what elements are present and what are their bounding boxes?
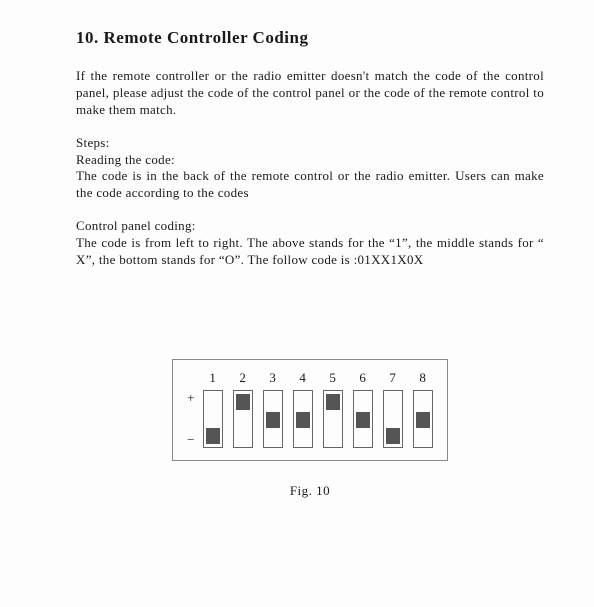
dip-switch: 1 bbox=[203, 370, 223, 448]
dip-switch: 6 bbox=[353, 370, 373, 448]
section-heading: 10. Remote Controller Coding bbox=[76, 28, 544, 48]
steps-label: Steps: bbox=[76, 135, 544, 152]
switch-number: 4 bbox=[299, 370, 306, 386]
switch-number: 6 bbox=[359, 370, 366, 386]
switch-number: 2 bbox=[239, 370, 246, 386]
dip-switch: 4 bbox=[293, 370, 313, 448]
control-panel-text: The code is from left to right. The abov… bbox=[76, 235, 544, 269]
switch-knob bbox=[266, 412, 280, 428]
steps-block: Steps: Reading the code: The code is in … bbox=[76, 135, 544, 203]
switch-slot bbox=[413, 390, 433, 448]
switch-number: 8 bbox=[419, 370, 426, 386]
switch-knob bbox=[416, 412, 430, 428]
switch-slot bbox=[263, 390, 283, 448]
switch-row: 1 2 3 4 5 6 7 8 bbox=[203, 370, 433, 448]
switch-slot bbox=[293, 390, 313, 448]
switch-knob bbox=[206, 428, 220, 444]
reading-label: Reading the code: bbox=[76, 152, 544, 169]
switch-number: 7 bbox=[389, 370, 396, 386]
dip-switch: 3 bbox=[263, 370, 283, 448]
figure-caption: Fig. 10 bbox=[290, 483, 330, 499]
dip-switch-panel: + − 1 2 3 4 5 6 7 8 bbox=[172, 359, 448, 461]
switch-slot bbox=[233, 390, 253, 448]
switch-slot bbox=[323, 390, 343, 448]
switch-slot bbox=[383, 390, 403, 448]
switch-number: 1 bbox=[209, 370, 216, 386]
switch-knob bbox=[356, 412, 370, 428]
switch-slot bbox=[353, 390, 373, 448]
plus-sign: + bbox=[187, 390, 195, 406]
reading-text: The code is in the back of the remote co… bbox=[76, 168, 544, 202]
switch-knob bbox=[326, 394, 340, 410]
control-panel-block: Control panel coding: The code is from l… bbox=[76, 218, 544, 269]
switch-knob bbox=[296, 412, 310, 428]
switch-number: 5 bbox=[329, 370, 336, 386]
dip-switch: 7 bbox=[383, 370, 403, 448]
intro-paragraph: If the remote controller or the radio em… bbox=[76, 68, 544, 119]
polarity-signs: + − bbox=[187, 390, 195, 448]
dip-switch: 8 bbox=[413, 370, 433, 448]
minus-sign: − bbox=[187, 432, 195, 448]
switch-slot bbox=[203, 390, 223, 448]
switch-knob bbox=[236, 394, 250, 410]
switch-number: 3 bbox=[269, 370, 276, 386]
dip-switch: 5 bbox=[323, 370, 343, 448]
control-panel-label: Control panel coding: bbox=[76, 218, 544, 235]
dip-switch: 2 bbox=[233, 370, 253, 448]
switch-knob bbox=[386, 428, 400, 444]
dip-figure: + − 1 2 3 4 5 6 7 8 Fig. 10 bbox=[76, 359, 544, 499]
